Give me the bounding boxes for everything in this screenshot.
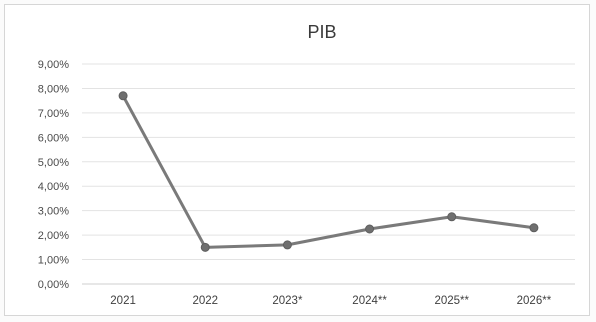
chart-title: PIB <box>307 22 336 42</box>
data-point <box>447 212 457 222</box>
x-tick-label: 2026** <box>517 295 552 307</box>
data-point <box>200 242 210 252</box>
y-tick-label: 7,00% <box>38 108 69 120</box>
chart-frame <box>4 4 590 316</box>
y-tick-label: 5,00% <box>38 157 69 169</box>
x-tick-label: 2023* <box>272 295 303 307</box>
y-tick-label: 6,00% <box>38 132 69 144</box>
y-tick-label: 1,00% <box>38 255 69 267</box>
x-tick-label: 2025** <box>434 295 469 307</box>
x-tick-label: 2024** <box>352 295 387 307</box>
x-tick-label: 2021 <box>110 295 136 307</box>
y-tick-label: 0,00% <box>38 279 69 291</box>
series-line <box>121 95 535 249</box>
data-point <box>365 224 375 234</box>
series-layer <box>118 91 539 252</box>
y-tick-label: 9,00% <box>38 59 69 71</box>
data-point <box>118 91 128 101</box>
y-tick-label: 3,00% <box>38 206 69 218</box>
y-tick-label: 8,00% <box>38 83 69 95</box>
data-point <box>282 240 292 250</box>
data-point <box>529 223 539 233</box>
y-tick-label: 4,00% <box>38 181 69 193</box>
grid-lines <box>82 63 575 285</box>
x-tick-label: 2022 <box>192 295 218 307</box>
y-tick-label: 2,00% <box>38 230 69 242</box>
x-axis-ticks: 2021 2022 2023* 2024** 2025** 2026** <box>110 295 551 307</box>
y-axis-ticks: 0,00% 1,00% 2,00% 3,00% 4,00% 5,00% 6,00% 7,00%… <box>38 59 69 291</box>
